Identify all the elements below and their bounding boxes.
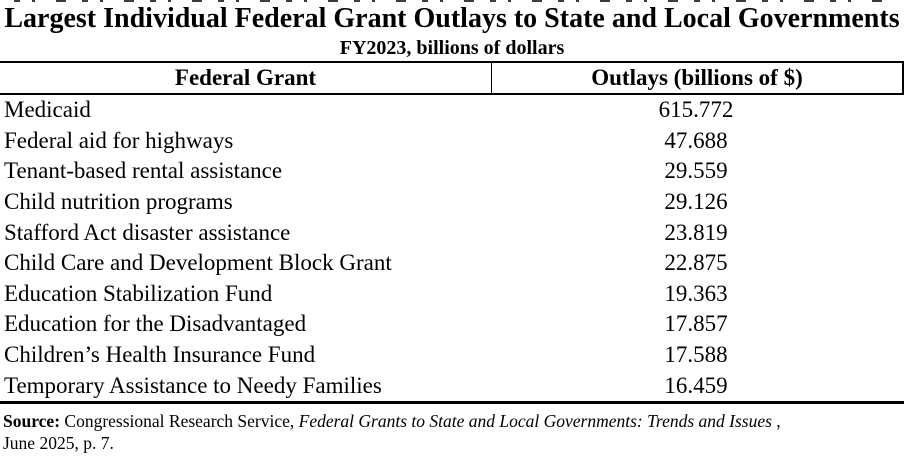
source-text-after-italic: , — [771, 410, 781, 431]
table-row: Children’s Health Insurance Fund 17.588 — [0, 340, 904, 371]
table-row: Tenant-based rental assistance 29.559 — [0, 156, 904, 187]
table-row: Education Stabilization Fund 19.363 — [0, 279, 904, 310]
clipped-text-artifact — [14, 0, 890, 2]
outlay-value-cell: 29.126 — [664, 189, 728, 215]
outlay-value-cell: 19.363 — [664, 280, 728, 306]
grant-name-cell: Stafford Act disaster assistance — [4, 219, 291, 245]
grant-name-cell: Education Stabilization Fund — [4, 280, 273, 306]
table-row: Education for the Disadvantaged 17.857 — [0, 309, 904, 340]
grant-name-cell: Federal aid for highways — [4, 127, 234, 153]
grant-name-cell: Temporary Assistance to Needy Families — [4, 372, 382, 398]
column-header-federal-grant: Federal Grant — [0, 63, 492, 93]
outlay-value-cell: 23.819 — [664, 219, 728, 245]
outlay-value-cell: 615.772 — [658, 97, 734, 123]
grant-name-cell: Tenant-based rental assistance — [4, 158, 283, 184]
table-row: Federal aid for highways 47.688 — [0, 126, 904, 157]
source-text-regular: Congressional Research Service, — [60, 410, 299, 431]
table-row: Child Care and Development Block Grant 22… — [0, 248, 904, 279]
source-note: Source: Congressional Research Service, … — [0, 404, 904, 454]
outlay-value-cell: 17.857 — [664, 311, 728, 337]
grant-outlays-table: Federal Grant Outlays (billions of $) Me… — [0, 61, 904, 404]
grant-name-cell: Medicaid — [4, 97, 91, 123]
grant-name-cell: Child Care and Development Block Grant — [4, 250, 392, 276]
outlay-value-cell: 16.459 — [664, 372, 728, 398]
table-body: Medicaid 615.772 Federal aid for highways 4… — [0, 95, 904, 404]
source-text-italic: Federal Grants to State and Local Govern… — [298, 410, 772, 431]
table-row: Child nutrition programs 29.126 — [0, 187, 904, 218]
figure-subtitle: FY2023, billions of dollars — [339, 37, 565, 59]
grant-name-cell: Child nutrition programs — [4, 189, 233, 215]
grant-name-cell: Children’s Health Insurance Fund — [4, 342, 316, 368]
source-label: Source: — [3, 410, 61, 431]
source-text-line2: June 2025, p. 7. — [3, 432, 114, 453]
table-row: Temporary Assistance to Needy Families 16… — [0, 370, 904, 401]
grant-name-cell: Education for the Disadvantaged — [4, 311, 307, 337]
outlay-value-cell: 22.875 — [664, 250, 728, 276]
column-header-outlays: Outlays (billions of $) — [591, 65, 803, 90]
table-row: Medicaid 615.772 — [0, 95, 904, 126]
table-header-row: Federal Grant Outlays (billions of $) — [0, 63, 904, 95]
outlay-value-cell: 47.688 — [664, 127, 728, 153]
outlay-value-cell: 29.559 — [664, 158, 728, 184]
figure-title: Largest Individual Federal Grant Outlays… — [4, 3, 900, 34]
table-row: Stafford Act disaster assistance 23.819 — [0, 217, 904, 248]
outlay-value-cell: 17.588 — [664, 342, 728, 368]
